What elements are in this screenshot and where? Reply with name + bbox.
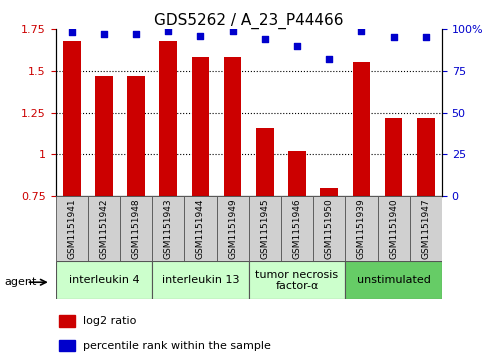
- Bar: [410, 196, 442, 261]
- Point: [422, 34, 430, 40]
- Text: agent: agent: [5, 277, 37, 287]
- Text: GSM1151942: GSM1151942: [99, 199, 108, 259]
- Bar: [152, 196, 185, 261]
- Bar: [224, 57, 242, 196]
- Text: interleukin 4: interleukin 4: [69, 276, 139, 285]
- Text: tumor necrosis
factor-α: tumor necrosis factor-α: [256, 270, 339, 291]
- Text: GSM1151939: GSM1151939: [357, 198, 366, 259]
- Text: GSM1151949: GSM1151949: [228, 198, 237, 259]
- Bar: [249, 261, 345, 299]
- Bar: [56, 261, 152, 299]
- Bar: [192, 57, 209, 196]
- Bar: [127, 76, 145, 196]
- Bar: [185, 196, 216, 261]
- Text: GSM1151941: GSM1151941: [67, 198, 76, 259]
- Text: GSM1151946: GSM1151946: [293, 198, 301, 259]
- Point: [326, 56, 333, 62]
- Bar: [345, 196, 378, 261]
- Bar: [95, 76, 113, 196]
- Text: log2 ratio: log2 ratio: [83, 316, 136, 326]
- Bar: [59, 340, 75, 351]
- Point: [68, 29, 75, 35]
- Text: GSM1151944: GSM1151944: [196, 199, 205, 259]
- Point: [100, 31, 108, 37]
- Bar: [417, 118, 435, 196]
- Point: [132, 31, 140, 37]
- Bar: [385, 118, 402, 196]
- Point: [164, 28, 172, 34]
- Bar: [378, 196, 410, 261]
- Bar: [159, 41, 177, 196]
- Point: [261, 36, 269, 42]
- Bar: [353, 62, 370, 196]
- Point: [390, 34, 398, 40]
- Bar: [88, 196, 120, 261]
- Bar: [320, 188, 338, 196]
- Bar: [281, 196, 313, 261]
- Point: [229, 28, 237, 34]
- Text: GSM1151948: GSM1151948: [131, 198, 141, 259]
- Bar: [345, 261, 442, 299]
- Text: GSM1151950: GSM1151950: [325, 198, 334, 259]
- Text: interleukin 13: interleukin 13: [162, 276, 239, 285]
- Text: GSM1151945: GSM1151945: [260, 198, 270, 259]
- Bar: [249, 196, 281, 261]
- Point: [197, 33, 204, 38]
- Bar: [120, 196, 152, 261]
- Text: unstimulated: unstimulated: [357, 276, 430, 285]
- Bar: [288, 151, 306, 196]
- Text: GSM1151940: GSM1151940: [389, 198, 398, 259]
- Bar: [256, 127, 274, 196]
- Point: [357, 28, 365, 34]
- Bar: [63, 41, 81, 196]
- Bar: [56, 196, 88, 261]
- Point: [293, 43, 301, 49]
- Bar: [59, 315, 75, 327]
- Bar: [152, 261, 249, 299]
- Text: GSM1151947: GSM1151947: [421, 198, 430, 259]
- Title: GDS5262 / A_23_P44466: GDS5262 / A_23_P44466: [154, 13, 343, 29]
- Text: percentile rank within the sample: percentile rank within the sample: [83, 341, 270, 351]
- Bar: [313, 196, 345, 261]
- Bar: [216, 196, 249, 261]
- Text: GSM1151943: GSM1151943: [164, 198, 173, 259]
